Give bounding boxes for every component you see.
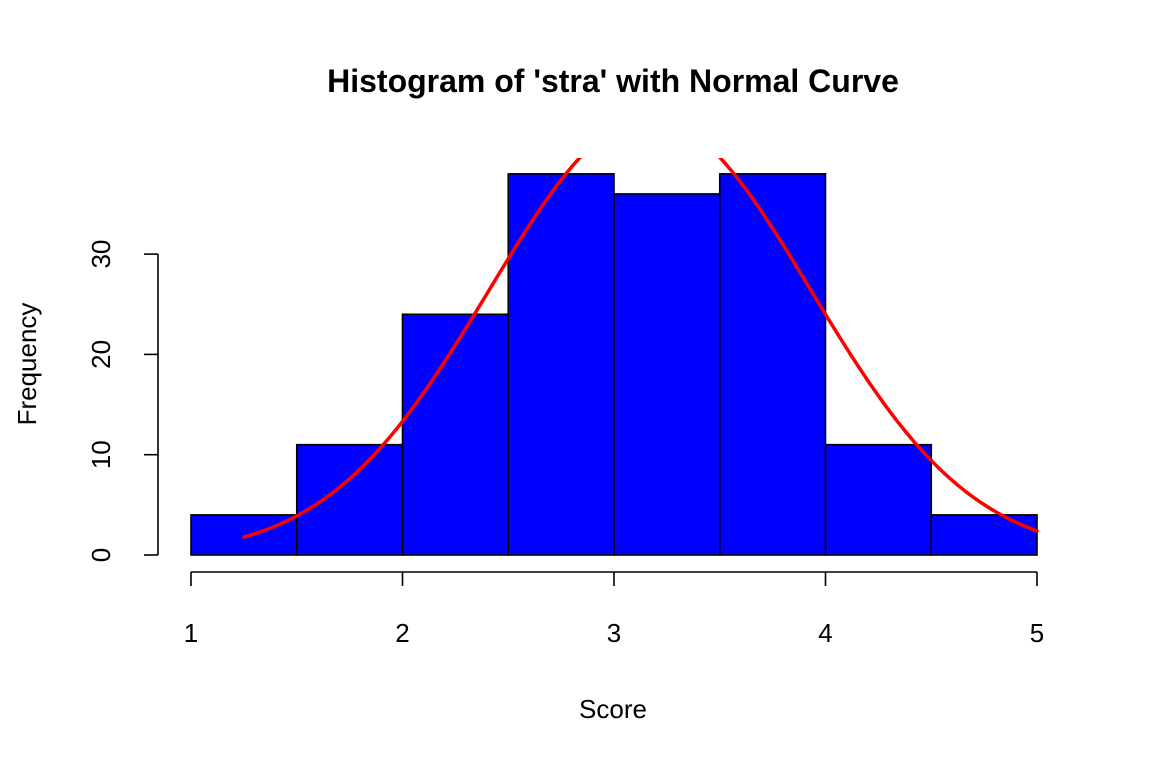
x-tick-label: 1	[184, 618, 198, 648]
x-axis: 1 2 3 4 5	[184, 571, 1044, 648]
x-tick-label: 4	[818, 618, 832, 648]
x-tick-label: 5	[1030, 618, 1044, 648]
bars-layer	[190, 173, 1038, 556]
curve-layer	[242, 158, 1039, 539]
histogram-bar	[507, 173, 615, 556]
histogram-bar	[824, 443, 933, 556]
histogram-bar	[613, 193, 721, 556]
y-tick-label: 10	[86, 440, 116, 469]
chart-title: Histogram of 'stra' with Normal Curve	[327, 63, 899, 99]
y-axis-label: Frequency	[12, 303, 42, 426]
histogram-bar	[718, 173, 827, 556]
y-tick-label: 0	[86, 548, 116, 562]
histogram-bar	[190, 514, 298, 556]
x-tick-label: 3	[607, 618, 621, 648]
x-tick-label: 2	[395, 618, 409, 648]
histogram-bar	[295, 443, 404, 556]
histogram-bar	[401, 313, 510, 556]
x-axis-label: Score	[579, 694, 647, 724]
y-axis: 0 10 20 30	[86, 240, 159, 562]
histogram-bar	[930, 514, 1038, 556]
y-tick-label: 20	[86, 340, 116, 369]
y-tick-label: 30	[86, 240, 116, 269]
normal-curve-line	[242, 158, 1039, 539]
